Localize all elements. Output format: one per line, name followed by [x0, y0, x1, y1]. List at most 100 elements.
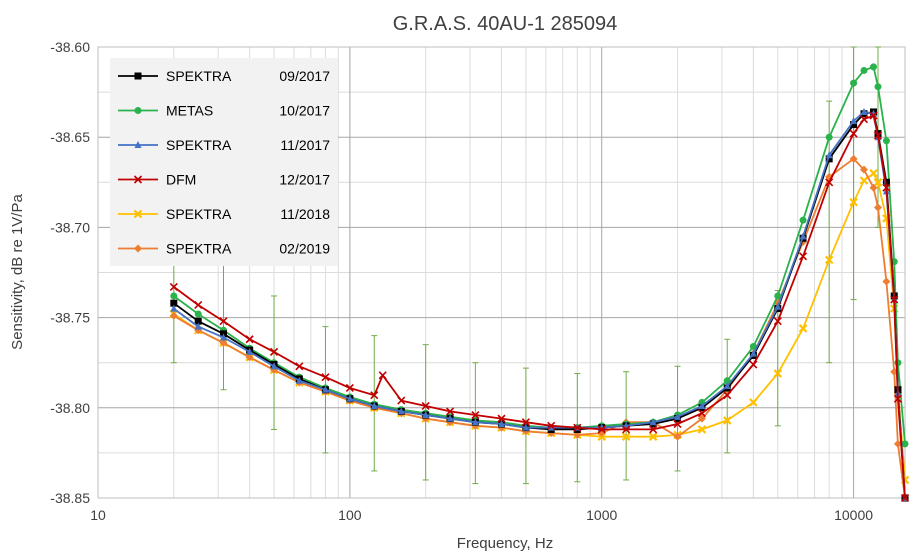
- data-point: [882, 277, 891, 286]
- data-point: [901, 440, 909, 448]
- data-point: [825, 151, 833, 159]
- data-point: [169, 282, 178, 291]
- data-point: [850, 79, 858, 87]
- data-point: [799, 216, 807, 224]
- y-tick-label: -38.80: [50, 400, 90, 416]
- data-point: [825, 155, 833, 163]
- data-point: [723, 391, 732, 400]
- data-point: [397, 396, 406, 405]
- legend-marker: [134, 244, 142, 253]
- data-point: [521, 418, 530, 427]
- data-point: [869, 169, 878, 178]
- legend-series-name: SPEKTRA: [166, 206, 232, 222]
- chart-legend: SPEKTRA 09/2017 METAS 10/2017 SPEKTRA 11/2017…: [110, 58, 338, 266]
- legend-series-date: 11/2017: [280, 137, 330, 153]
- x-tick-label: 1000: [586, 507, 617, 523]
- data-point: [723, 382, 731, 390]
- data-point: [497, 414, 506, 423]
- x-tick-label: 10000: [834, 507, 873, 523]
- data-point: [882, 137, 890, 145]
- x-axis-title: Frequency, Hz: [457, 535, 553, 552]
- y-axis-title: Sensitivity, dB re 1V/Pa: [9, 194, 26, 350]
- legend-series-name: SPEKTRA: [166, 68, 232, 84]
- data-point: [749, 342, 757, 350]
- data-point: [722, 416, 732, 425]
- data-point: [749, 349, 757, 357]
- data-point: [245, 353, 254, 362]
- data-point: [170, 292, 178, 300]
- x-axis-ticks: 10 100 1000 10000: [90, 507, 873, 523]
- legend-marker: [134, 72, 142, 80]
- y-tick-label: -38.60: [50, 39, 90, 55]
- data-point: [270, 362, 278, 370]
- data-point: [749, 360, 758, 369]
- data-point: [860, 66, 868, 74]
- data-point: [321, 385, 329, 393]
- data-point: [873, 203, 882, 212]
- data-point: [346, 394, 354, 402]
- data-point: [471, 410, 480, 420]
- data-point: [824, 255, 834, 265]
- data-point: [673, 432, 682, 441]
- data-point: [697, 409, 707, 418]
- data-point: [378, 371, 387, 380]
- data-point: [169, 311, 178, 320]
- legend-series-name: SPEKTRA: [166, 137, 232, 153]
- data-point: [890, 295, 899, 304]
- legend-marker: [133, 175, 143, 184]
- data-point: [194, 310, 202, 318]
- data-point: [194, 322, 202, 330]
- data-point: [649, 425, 658, 434]
- data-point: [321, 373, 330, 382]
- legend-series-date: 11/2018: [280, 206, 330, 222]
- data-point: [219, 317, 228, 326]
- data-point: [422, 411, 430, 419]
- y-tick-label: -38.75: [50, 310, 90, 326]
- series-spektra-11-2017: [170, 107, 909, 501]
- data-point: [849, 197, 858, 207]
- data-point: [749, 398, 758, 407]
- data-point: [873, 131, 883, 140]
- series-layer: [169, 63, 910, 503]
- data-point: [649, 418, 657, 426]
- data-point: [894, 359, 902, 367]
- data-point: [421, 401, 430, 411]
- data-point: [597, 425, 606, 434]
- legend-series-name: METAS: [166, 103, 213, 119]
- data-point: [170, 299, 178, 307]
- data-point: [522, 423, 530, 431]
- plot-area-frame: [97, 46, 906, 499]
- data-point: [345, 383, 354, 393]
- data-point: [219, 338, 228, 347]
- data-point: [673, 419, 682, 429]
- legend-series-name: SPEKTRA: [166, 241, 232, 257]
- data-point: [471, 418, 479, 426]
- data-point: [220, 333, 228, 341]
- data-point: [893, 394, 903, 403]
- data-point: [697, 414, 706, 423]
- data-point: [245, 335, 254, 344]
- data-point: [498, 420, 505, 428]
- data-point: [547, 421, 556, 430]
- data-point: [869, 111, 878, 120]
- data-point: [246, 347, 254, 355]
- data-point: [698, 401, 706, 409]
- y-tick-label: -38.85: [50, 490, 90, 506]
- data-point: [798, 324, 808, 333]
- data-point: [850, 121, 858, 129]
- y-tick-label: -38.70: [50, 219, 90, 235]
- data-point: [621, 432, 631, 441]
- data-point: [370, 401, 378, 409]
- x-tick-label: 100: [338, 507, 362, 523]
- data-point: [697, 425, 707, 434]
- data-point: [674, 412, 682, 420]
- y-tick-label: -38.65: [50, 129, 90, 145]
- legend-series-date: 02/2019: [279, 241, 330, 257]
- data-point: [882, 183, 891, 192]
- data-point: [547, 423, 555, 431]
- data-point: [774, 292, 782, 300]
- data-point: [850, 116, 858, 124]
- data-point: [869, 183, 878, 192]
- legend-marker: [134, 141, 142, 148]
